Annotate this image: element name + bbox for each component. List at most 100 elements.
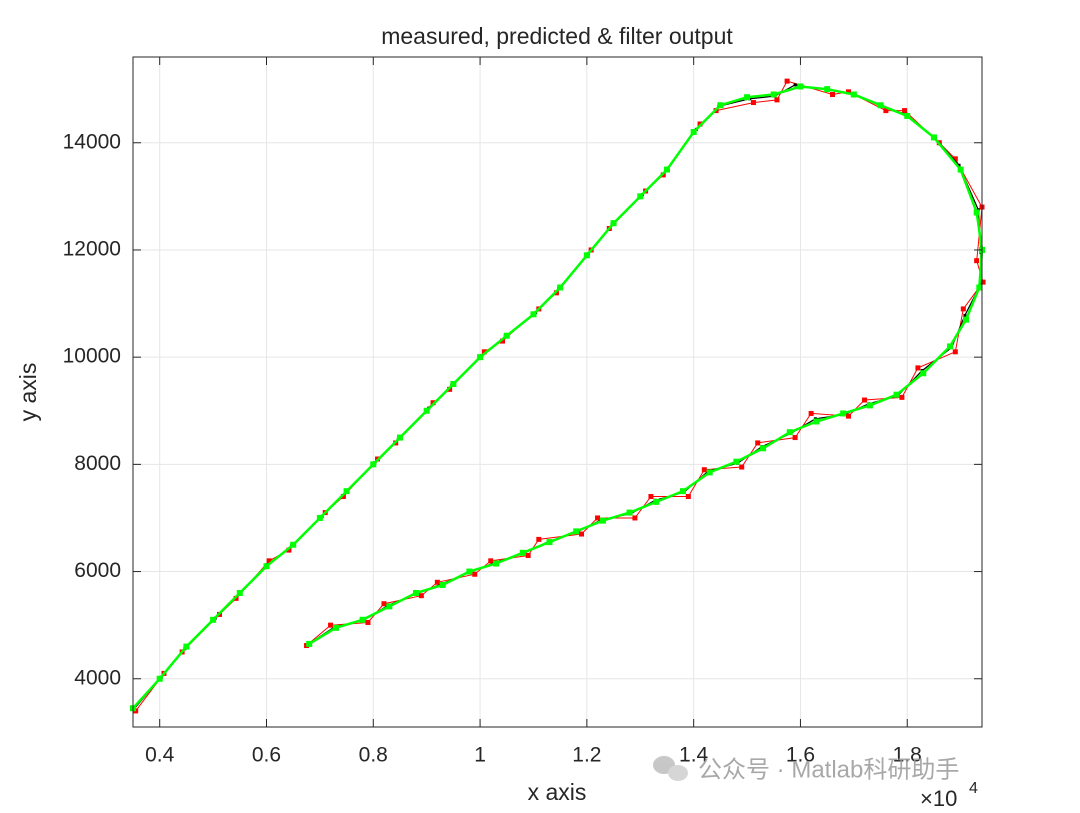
series-marker (536, 536, 542, 542)
series-marker (653, 498, 660, 505)
series-marker (973, 209, 980, 216)
series-marker (632, 515, 638, 521)
series-marker (690, 129, 697, 136)
series-marker (328, 622, 334, 628)
series-marker (519, 549, 526, 556)
series-marker (525, 552, 531, 558)
series-marker (648, 494, 654, 500)
series-marker (846, 89, 852, 95)
x-tick-label: 1.6 (786, 744, 815, 767)
grid (133, 57, 982, 727)
series-marker (306, 640, 313, 647)
series-marker (477, 354, 484, 361)
series-marker (750, 100, 756, 106)
series-marker (774, 97, 780, 103)
x-tick-label: 1.4 (679, 744, 709, 767)
x-exponent-power: 4 (969, 780, 978, 797)
series-marker (530, 311, 537, 318)
series-marker (862, 397, 868, 403)
series-marker (595, 515, 601, 521)
series-marker (739, 464, 745, 470)
series-marker (332, 624, 339, 631)
x-tick-label: 1 (474, 744, 486, 767)
x-tick-label: 0.8 (359, 744, 388, 767)
series-marker (952, 349, 958, 355)
series-marker (365, 619, 371, 625)
series-marker (679, 488, 686, 495)
series-marker (829, 92, 835, 98)
series-marker (792, 435, 798, 441)
series-marker (557, 284, 564, 291)
series-marker (946, 343, 953, 350)
series-marker (840, 410, 847, 417)
series-marker (960, 306, 966, 312)
series-marker (386, 603, 393, 610)
series-marker (963, 313, 967, 317)
series-marker (930, 134, 937, 141)
series-marker (573, 528, 580, 535)
series-marker (980, 279, 986, 285)
series-marker (343, 488, 350, 495)
series-marker (685, 494, 691, 500)
series-marker (210, 616, 217, 623)
series-marker (883, 108, 889, 114)
y-tick-label: 14000 (63, 130, 121, 153)
series-marker (957, 166, 964, 173)
series-marker (808, 410, 814, 416)
series-marker (813, 418, 820, 425)
series-marker (290, 541, 297, 548)
series-marker (418, 593, 424, 599)
series-marker (500, 338, 506, 344)
series-marker (579, 531, 585, 537)
series-marker (663, 166, 670, 173)
series-marker (381, 601, 387, 607)
series-marker (434, 579, 440, 585)
series-marker (866, 402, 873, 409)
series-marker (850, 91, 857, 98)
series-marker (610, 220, 617, 227)
y-tick-label: 10000 (63, 345, 121, 368)
series-marker (340, 494, 346, 500)
series-marker (503, 332, 510, 339)
series-marker (824, 86, 831, 93)
series-marker (396, 434, 403, 441)
series-group (130, 78, 986, 714)
series-marker (706, 469, 713, 476)
series-marker (902, 108, 908, 114)
series-marker (413, 590, 419, 596)
series-marker (286, 547, 292, 553)
series-marker (439, 581, 446, 588)
x-tick-label: 0.4 (145, 744, 175, 767)
series-marker (493, 560, 500, 567)
series-marker (974, 258, 980, 264)
series-marker (877, 102, 884, 109)
y-tick-label: 12000 (63, 238, 121, 261)
axes-box (132, 56, 983, 728)
y-tick-label: 6000 (74, 559, 121, 582)
chart-title: measured, predicted & filter output (381, 23, 733, 49)
series-marker (450, 380, 457, 387)
series-marker (952, 156, 958, 162)
series-marker (370, 461, 377, 468)
series-marker (472, 571, 478, 577)
series-marker (599, 517, 606, 524)
series-marker (488, 558, 494, 564)
series-marker (316, 514, 323, 521)
x-tick-label: 0.6 (252, 744, 281, 767)
series-marker (626, 509, 633, 516)
series-marker (637, 193, 644, 200)
series-marker (583, 252, 590, 259)
series-marker (920, 370, 927, 377)
series-marker (236, 590, 243, 596)
series-marker (962, 316, 969, 323)
series-marker (899, 394, 905, 400)
series-marker (156, 675, 163, 682)
series-marker (733, 458, 740, 465)
x-tick-label: 1.2 (572, 744, 601, 767)
ticks: 0.4 0.6 0.8 1 1.2 1.4 1.6 1.8 4000 6000 8000 10000 1… (63, 57, 982, 767)
y-tick-label: 4000 (74, 666, 121, 689)
series-marker (784, 78, 790, 84)
watermark-icon (653, 756, 688, 781)
series-marker (957, 163, 961, 167)
